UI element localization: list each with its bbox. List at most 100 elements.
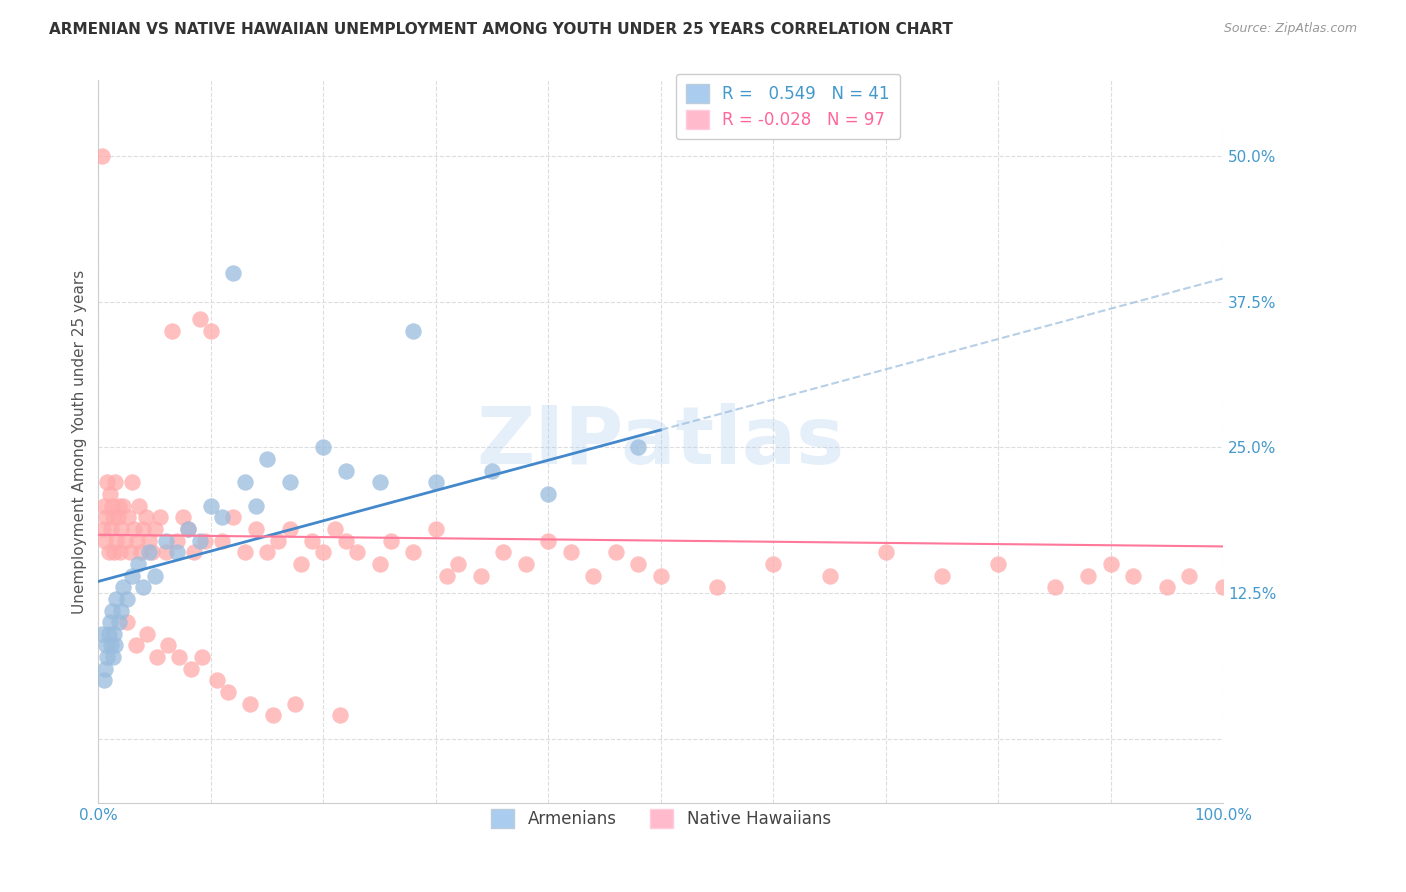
Native Hawaiians [627,557,650,571]
Native Hawaiians [125,533,148,548]
Native Hawaiians [267,533,290,548]
Native Hawaiians [217,685,239,699]
Native Hawaiians [284,697,307,711]
Armenians [278,475,301,490]
Armenians [96,650,118,665]
Armenians [105,591,128,606]
Native Hawaiians [1178,568,1201,582]
Native Hawaiians [104,475,127,490]
Native Hawaiians [183,545,205,559]
Armenians [188,533,211,548]
Native Hawaiians [149,510,172,524]
Native Hawaiians [818,568,841,582]
Native Hawaiians [121,475,143,490]
Armenians [155,533,177,548]
Native Hawaiians [650,568,672,582]
Native Hawaiians [301,533,323,548]
Armenians [312,441,335,455]
Native Hawaiians [1122,568,1144,582]
Native Hawaiians [93,499,115,513]
Armenians [112,580,135,594]
Native Hawaiians [605,545,627,559]
Native Hawaiians [706,580,728,594]
Armenians [93,673,115,688]
Armenians [107,615,129,630]
Y-axis label: Unemployment Among Youth under 25 years: Unemployment Among Youth under 25 years [72,269,87,614]
Armenians [143,568,166,582]
Native Hawaiians [1156,580,1178,594]
Armenians [127,557,149,571]
Armenians [256,452,278,467]
Armenians [537,487,560,501]
Native Hawaiians [117,510,139,524]
Native Hawaiians [560,545,582,559]
Armenians [166,545,188,559]
Native Hawaiians [143,522,166,536]
Native Hawaiians [194,533,217,548]
Native Hawaiians [94,533,117,548]
Native Hawaiians [380,533,402,548]
Native Hawaiians [436,568,458,582]
Native Hawaiians [169,650,191,665]
Native Hawaiians [290,557,312,571]
Armenians [110,603,132,617]
Text: ARMENIAN VS NATIVE HAWAIIAN UNEMPLOYMENT AMONG YOUTH UNDER 25 YEARS CORRELATION : ARMENIAN VS NATIVE HAWAIIAN UNEMPLOYMENT… [49,22,953,37]
Native Hawaiians [128,499,150,513]
Native Hawaiians [368,557,391,571]
Armenians [132,580,155,594]
Native Hawaiians [278,522,301,536]
Armenians [103,627,125,641]
Text: ZIPatlas: ZIPatlas [477,402,845,481]
Native Hawaiians [98,487,121,501]
Native Hawaiians [157,639,180,653]
Native Hawaiians [91,522,114,536]
Native Hawaiians [402,545,425,559]
Armenians [245,499,267,513]
Native Hawaiians [132,522,155,536]
Armenians [101,650,124,665]
Native Hawaiians [323,522,346,536]
Native Hawaiians [245,522,267,536]
Armenians [104,639,127,653]
Native Hawaiians [582,568,605,582]
Native Hawaiians [96,475,118,490]
Native Hawaiians [112,499,135,513]
Armenians [368,475,391,490]
Native Hawaiians [346,545,368,559]
Native Hawaiians [146,650,169,665]
Native Hawaiians [155,545,177,559]
Native Hawaiians [160,324,183,338]
Native Hawaiians [211,533,233,548]
Armenians [335,464,357,478]
Native Hawaiians [875,545,897,559]
Native Hawaiians [129,545,152,559]
Native Hawaiians [191,650,214,665]
Native Hawaiians [114,533,136,548]
Native Hawaiians [90,149,112,163]
Native Hawaiians [135,627,157,641]
Native Hawaiians [166,533,188,548]
Native Hawaiians [110,522,132,536]
Native Hawaiians [425,522,447,536]
Armenians [100,639,122,653]
Armenians [101,603,124,617]
Native Hawaiians [205,673,228,688]
Native Hawaiians [138,533,160,548]
Armenians [627,441,650,455]
Text: Source: ZipAtlas.com: Source: ZipAtlas.com [1223,22,1357,36]
Native Hawaiians [762,557,785,571]
Native Hawaiians [100,522,122,536]
Native Hawaiians [335,533,357,548]
Native Hawaiians [492,545,515,559]
Armenians [90,627,112,641]
Native Hawaiians [177,522,200,536]
Native Hawaiians [124,522,146,536]
Armenians [177,522,200,536]
Native Hawaiians [172,510,194,524]
Native Hawaiians [103,545,125,559]
Armenians [138,545,160,559]
Native Hawaiians [141,545,163,559]
Armenians [402,324,425,338]
Native Hawaiians [124,639,146,653]
Native Hawaiians [239,697,262,711]
